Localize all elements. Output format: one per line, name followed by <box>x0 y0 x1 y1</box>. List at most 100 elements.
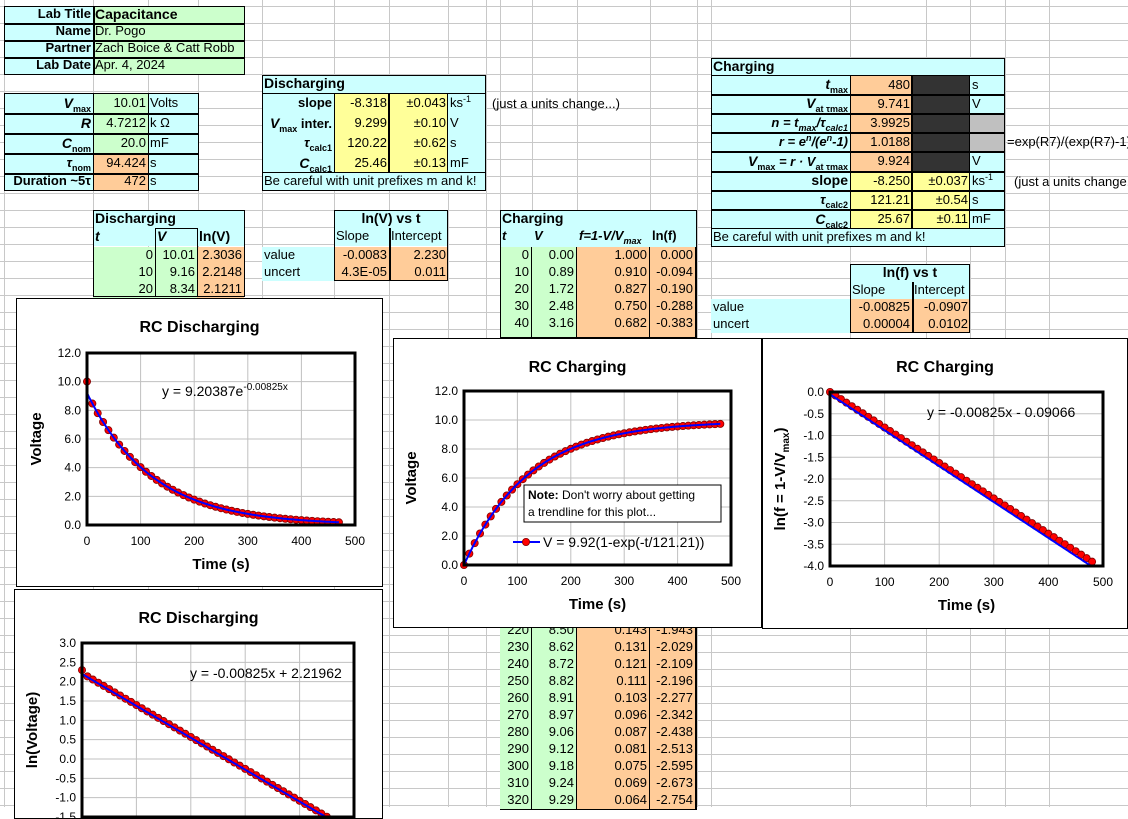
table-cell[interactable]: 20 <box>500 281 532 298</box>
cell-slope-c[interactable]: -8.250 <box>850 171 912 190</box>
cell-vat[interactable]: 9.741 <box>850 94 912 113</box>
table-cell[interactable]: 0.121 <box>577 656 650 673</box>
table-cell[interactable]: 8.34 <box>155 281 197 298</box>
table-cell[interactable]: 0.750 <box>577 298 650 315</box>
table-cell[interactable]: 10 <box>93 264 155 281</box>
table-cell[interactable]: 0.910 <box>577 264 650 281</box>
chart-rc-charging-lnf[interactable]: RC Charging 0.0 -0.5 -1.0 -1.5 -2.0 -2.5 -3.0 -… <box>762 338 1128 629</box>
table-cell[interactable]: 0.081 <box>577 741 650 758</box>
table-cell[interactable]: 2.1211 <box>197 281 244 298</box>
cell-tau-calc1[interactable]: 120.22 <box>334 133 389 153</box>
table-cell[interactable]: -2.196 <box>650 673 696 690</box>
cell-lnv-slope[interactable]: -0.0083 <box>334 247 389 264</box>
table-cell[interactable]: -2.109 <box>650 656 696 673</box>
cell-c-calc2[interactable]: 25.67 <box>850 209 912 229</box>
table-cell[interactable]: 2.3036 <box>197 247 244 264</box>
table-cell[interactable]: 290 <box>500 741 532 758</box>
cell-c-calc1-uncert[interactable]: ±0.13 <box>389 153 448 173</box>
cell-lnf-slope[interactable]: -0.00825 <box>850 299 912 316</box>
table-cell[interactable]: 30 <box>500 298 532 315</box>
table-cell[interactable]: 270 <box>500 707 532 724</box>
table-cell[interactable]: 0.096 <box>577 707 650 724</box>
table-cell[interactable]: 0.064 <box>577 792 650 809</box>
cell-lnv-intercept-uncert[interactable]: 0.011 <box>389 264 448 281</box>
table-cell[interactable]: -0.383 <box>650 315 696 332</box>
table-cell[interactable]: 0.682 <box>577 315 650 332</box>
table-cell[interactable]: 8.62 <box>532 639 577 656</box>
cell-cnom[interactable]: 20.0 <box>93 133 148 153</box>
table-cell[interactable]: -2.595 <box>650 758 696 775</box>
table-cell[interactable]: -2.513 <box>650 741 696 758</box>
table-cell[interactable]: 1.72 <box>532 281 577 298</box>
table-cell[interactable]: 3.16 <box>532 315 577 332</box>
table-cell[interactable]: 8.97 <box>532 707 577 724</box>
cell-lnf-intercept[interactable]: -0.0907 <box>912 299 970 316</box>
cell-vmax-charging[interactable]: 9.924 <box>850 151 912 171</box>
table-cell[interactable]: 230 <box>500 639 532 656</box>
table-cell[interactable]: 20 <box>93 281 155 298</box>
cell-tau-calc1-uncert[interactable]: ±0.62 <box>389 133 448 153</box>
cell-slope-c-uncert[interactable]: ±0.037 <box>912 171 970 190</box>
table-cell[interactable]: -2.673 <box>650 775 696 792</box>
cell-lab-title[interactable]: Capacitance <box>93 6 244 23</box>
table-cell[interactable]: 9.29 <box>532 792 577 809</box>
table-cell[interactable]: 9.18 <box>532 758 577 775</box>
table-cell[interactable]: 240 <box>500 656 532 673</box>
cell-c-calc2-uncert[interactable]: ±0.11 <box>912 209 970 229</box>
cell-r[interactable]: 4.7212 <box>93 113 148 133</box>
table-cell[interactable]: 0.111 <box>577 673 650 690</box>
cell-name[interactable]: Dr. Pogo <box>93 23 244 40</box>
table-cell[interactable]: 0.89 <box>532 264 577 281</box>
table-cell[interactable]: 0.827 <box>577 281 650 298</box>
table-cell[interactable]: 9.12 <box>532 741 577 758</box>
cell-lnv-intercept[interactable]: 2.230 <box>389 247 448 264</box>
cell-vmax-inter-uncert[interactable]: ±0.10 <box>389 113 448 133</box>
table-cell[interactable]: -2.754 <box>650 792 696 809</box>
table-cell[interactable]: -2.342 <box>650 707 696 724</box>
cell-partner[interactable]: Zach Boice & Catt Robb <box>93 40 244 57</box>
chart-rc-charging-voltage[interactable]: RC Charging 0.0 2.0 4.0 6.0 8.0 10.0 12.0 0 100 2… <box>393 338 762 628</box>
table-cell[interactable]: 8.82 <box>532 673 577 690</box>
table-cell[interactable]: 250 <box>500 673 532 690</box>
chart-rc-discharging-lnv[interactable]: RC Discharging 3.0 2.5 2.0 1.5 1.0 0.5 0.0 -0.5… <box>14 589 383 819</box>
table-cell[interactable]: -0.190 <box>650 281 696 298</box>
table-cell[interactable]: 9.24 <box>532 775 577 792</box>
table-cell[interactable]: 8.72 <box>532 656 577 673</box>
cell-slope-d[interactable]: -8.318 <box>334 93 389 113</box>
cell-taunom[interactable]: 94.424 <box>93 153 148 173</box>
cell-c-calc1[interactable]: 25.46 <box>334 153 389 173</box>
cell-n[interactable]: 3.9925 <box>850 113 912 132</box>
table-cell[interactable]: 0 <box>93 247 155 264</box>
table-cell[interactable]: 10.01 <box>155 247 197 264</box>
table-cell[interactable]: 8.91 <box>532 690 577 707</box>
cell-lab-date[interactable]: Apr. 4, 2024 <box>93 57 244 74</box>
table-cell[interactable]: 280 <box>500 724 532 741</box>
table-cell[interactable]: 9.16 <box>155 264 197 281</box>
table-cell[interactable]: -0.094 <box>650 264 696 281</box>
table-cell[interactable]: 2.2148 <box>197 264 244 281</box>
table-cell[interactable]: 2.48 <box>532 298 577 315</box>
table-cell[interactable]: 310 <box>500 775 532 792</box>
table-cell[interactable]: 0.087 <box>577 724 650 741</box>
table-cell[interactable]: 10 <box>500 264 532 281</box>
table-cell[interactable]: 0.103 <box>577 690 650 707</box>
table-cell[interactable]: 1.000 <box>577 247 650 264</box>
cell-tmax[interactable]: 480 <box>850 75 912 94</box>
table-cell[interactable]: 0.131 <box>577 639 650 656</box>
table-cell[interactable]: 0.00 <box>532 247 577 264</box>
table-cell[interactable]: 320 <box>500 792 532 809</box>
cell-lnf-intercept-uncert[interactable]: 0.0102 <box>912 316 970 333</box>
table-cell[interactable]: 300 <box>500 758 532 775</box>
table-cell[interactable]: -0.288 <box>650 298 696 315</box>
chart-rc-discharging-voltage[interactable]: RC Discharging 0.0 2.0 4.0 6.0 8.0 10.0 12.0 0 1… <box>16 298 383 587</box>
cell-vmax[interactable]: 10.01 <box>93 93 148 113</box>
table-cell[interactable]: -2.277 <box>650 690 696 707</box>
table-cell[interactable]: 9.06 <box>532 724 577 741</box>
table-cell[interactable]: -2.029 <box>650 639 696 656</box>
cell-slope-d-uncert[interactable]: ±0.043 <box>389 93 448 113</box>
cell-vmax-inter[interactable]: 9.299 <box>334 113 389 133</box>
cell-lnf-slope-uncert[interactable]: 0.00004 <box>850 316 912 333</box>
table-cell[interactable]: 40 <box>500 315 532 332</box>
table-cell[interactable]: 0.000 <box>650 247 696 264</box>
cell-duration[interactable]: 472 <box>93 173 148 191</box>
